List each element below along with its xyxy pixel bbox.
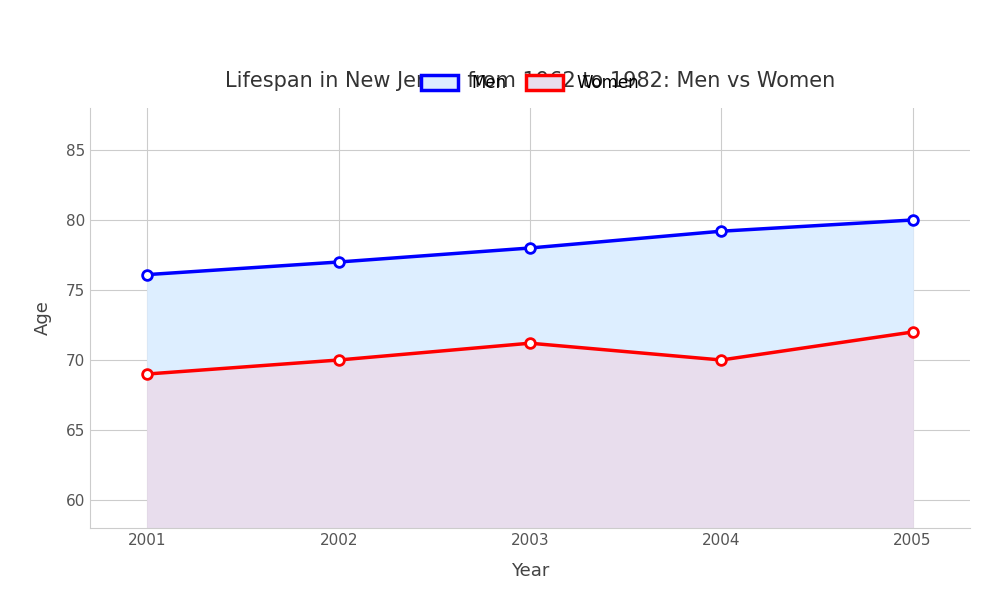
Men [141, 271, 153, 278]
Y-axis label: Age: Age [34, 301, 52, 335]
Men [907, 217, 919, 224]
Women [524, 340, 536, 347]
Line: Women: Women [143, 327, 917, 379]
Men [333, 259, 345, 266]
Legend: Men, Women: Men, Women [413, 66, 647, 101]
Women [333, 356, 345, 364]
X-axis label: Year: Year [511, 562, 549, 580]
Men [715, 227, 727, 235]
Line: Men: Men [143, 215, 917, 280]
Men [524, 244, 536, 251]
Women [907, 328, 919, 335]
Title: Lifespan in New Jersey from 1962 to 1982: Men vs Women: Lifespan in New Jersey from 1962 to 1982… [225, 71, 835, 91]
Women [141, 370, 153, 377]
Women [715, 356, 727, 364]
